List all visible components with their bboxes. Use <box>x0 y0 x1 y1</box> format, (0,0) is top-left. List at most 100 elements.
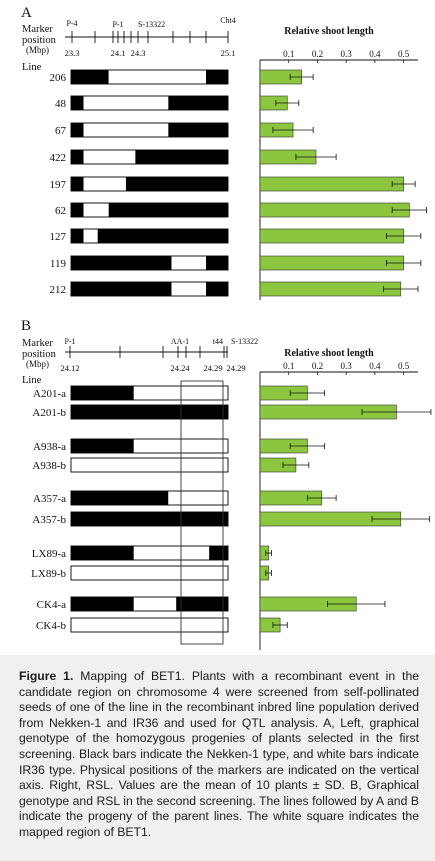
panel-a-tick-label: 0.1 <box>283 49 294 59</box>
panel-a-genotype-segment <box>168 123 228 137</box>
caption-text: Mapping of BET1. Plants with a recombina… <box>19 669 420 839</box>
panel-b-genotype-outline <box>70 457 229 473</box>
panel-b-genotype-segment <box>71 491 169 505</box>
panel-a-genotype-segment <box>171 282 207 296</box>
panel-b-tick-label: 0.2 <box>312 361 323 371</box>
panel-a-line-label: 119 <box>50 258 67 270</box>
panel-a-genotype-segment <box>71 150 84 164</box>
panel-a-marker-pos: 23.3 <box>65 48 80 58</box>
panel-b-tick-label: 0.5 <box>398 361 410 371</box>
panel-a-genotype-outline <box>70 228 229 244</box>
panel-a-genotype-outline <box>70 95 229 111</box>
mapped-region-box <box>180 380 224 645</box>
panel-a-rsl-bar <box>259 202 410 218</box>
panel-a-marker-axis: P-4 23.3 P-1 24.1 S-13322 24.3 Cht4 25.1 <box>65 16 236 58</box>
panel-a-line-label: 422 <box>50 152 67 164</box>
panel-b-genotype-segment <box>71 512 228 526</box>
panel-a-genotype-segment <box>206 70 228 84</box>
panel-a-marker-pos: 24.1 <box>111 48 126 58</box>
panel-a-line-label: 67 <box>55 125 67 137</box>
panel-a-rows: 206 48 67 422 197 62 127 119 212 <box>50 69 428 297</box>
panel-b-line-label: LX89-a <box>32 548 66 560</box>
panel-b-marker-heading: Marker <box>22 338 53 349</box>
panel-a-genotype-segment <box>206 256 228 270</box>
panel-b-genotype-segment <box>176 597 228 611</box>
panel-a-marker-pos: 25.1 <box>221 48 236 58</box>
panel-a-tick-label: 0.3 <box>341 49 353 59</box>
panel-b-position-heading: position <box>22 349 57 360</box>
panel-b-genotype-segment <box>133 546 210 560</box>
panel-a-line-label: 48 <box>55 98 67 110</box>
panel-a-line-label: 206 <box>50 72 67 84</box>
panel-a-genotype-outline <box>70 176 229 192</box>
panel-b-line-label: A938-a <box>33 441 66 453</box>
panel-b-letter: B <box>21 318 31 334</box>
panel-a-genotype-segment <box>206 282 228 296</box>
panel-b-genotype-segment <box>71 566 228 580</box>
panel-a-genotype-segment <box>108 203 228 217</box>
panel-a-marker-name: P-1 <box>112 20 123 29</box>
panel-a-genotype-segment <box>71 177 84 191</box>
panel-a-genotype-outline <box>70 255 229 271</box>
panel-b-genotype-outline <box>70 404 229 420</box>
panel-a-genotype-segment <box>71 229 84 243</box>
panel-b-genotype-outline <box>70 565 229 581</box>
panel-b-axis-title: Relative shoot length <box>284 348 374 359</box>
panel-b-marker-name: S-13322 <box>231 337 258 346</box>
panel-b-rows: A201-a A201-b A938-a A938-b A357-a A357-b LX89… <box>31 385 432 633</box>
panel-b-line-label: CK4-b <box>36 620 66 632</box>
panel-a-genotype-segment <box>71 282 172 296</box>
panel-b-line-label: A201-a <box>33 388 66 400</box>
panel-a-rsl-bar <box>259 255 404 271</box>
panel-b-genotype-segment <box>71 597 134 611</box>
panel-b-tick-label: 0.3 <box>341 361 353 371</box>
panel-b-line-label: A357-a <box>33 493 66 505</box>
panel-a-line-label: 197 <box>50 179 67 191</box>
panel-b-genotype-outline <box>70 596 229 612</box>
panel-b-genotype-segment <box>168 491 228 505</box>
panel-a-genotype-segment <box>71 256 172 270</box>
panel-a-genotype-segment <box>71 70 109 84</box>
panel-b-genotype-segment <box>71 546 134 560</box>
panel-a-mbp-heading: (Mbp) <box>26 45 49 55</box>
panel-a-genotype-segment <box>83 177 126 191</box>
panel-b-genotype-outline <box>70 438 229 454</box>
panel-b-line-label: LX89-b <box>31 568 66 580</box>
panel-b-mbp-heading: (Mbp) <box>26 359 49 369</box>
panel-b-genotype-outline <box>70 385 229 401</box>
panel-a-line-label: 62 <box>55 205 66 217</box>
caption-paragraph: Figure 1. Mapping of BET1. Plants with a… <box>19 669 419 841</box>
panel-b-marker-axis: P-1 24.12 AA-1 24.24 t44 24.29 S-13322 24.29 <box>60 337 258 373</box>
panel-a-genotype-segment <box>135 150 228 164</box>
panel-b-genotype-outline <box>70 490 229 506</box>
panel-a-genotype-segment <box>83 123 169 137</box>
panel-a-genotype-segment <box>168 96 228 110</box>
panel-a-genotype-segment <box>83 96 169 110</box>
panel-a-marker-heading: Marker <box>22 24 53 35</box>
panel-a-marker-name: P-4 <box>66 19 77 28</box>
panel-a-genotype-segment <box>71 96 84 110</box>
panel-a-rsl-bar <box>259 228 404 244</box>
panel-a-genotype-segment <box>83 150 136 164</box>
panel-a-line-label: 127 <box>50 231 67 243</box>
panel-b-marker-pos: 24.24 <box>170 363 190 373</box>
panel-a-genotype-segment <box>71 203 84 217</box>
panel-a-genotype-outline <box>70 281 229 297</box>
panel-b-tick-label: 0.1 <box>283 361 294 371</box>
panel-b-line-label: A201-b <box>32 407 66 419</box>
panel-b-genotype-outline <box>70 511 229 527</box>
panel-a-axis-title: Relative shoot length <box>284 26 374 37</box>
panel-b-marker-pos: 24.29 <box>203 363 222 373</box>
figure-graphic: A Marker position (Mbp) Line Relative sh… <box>21 5 432 650</box>
panel-b-marker-pos: 24.29 <box>226 363 245 373</box>
panel-a-marker-name: Cht4 <box>220 16 236 25</box>
panel-a-genotype-segment <box>171 256 207 270</box>
panel-a-line-label: 212 <box>50 284 67 296</box>
panel-b-genotype-segment <box>71 405 228 419</box>
panel-a-line-heading: Line <box>22 62 42 73</box>
panel-a-marker-pos: 24.3 <box>131 48 146 58</box>
panel-a-rsl-bar <box>259 176 404 192</box>
panel-b-genotype-segment <box>133 597 177 611</box>
panel-b-tick-label: 0.4 <box>369 361 381 371</box>
panel-b-marker-pos: 24.12 <box>60 363 79 373</box>
